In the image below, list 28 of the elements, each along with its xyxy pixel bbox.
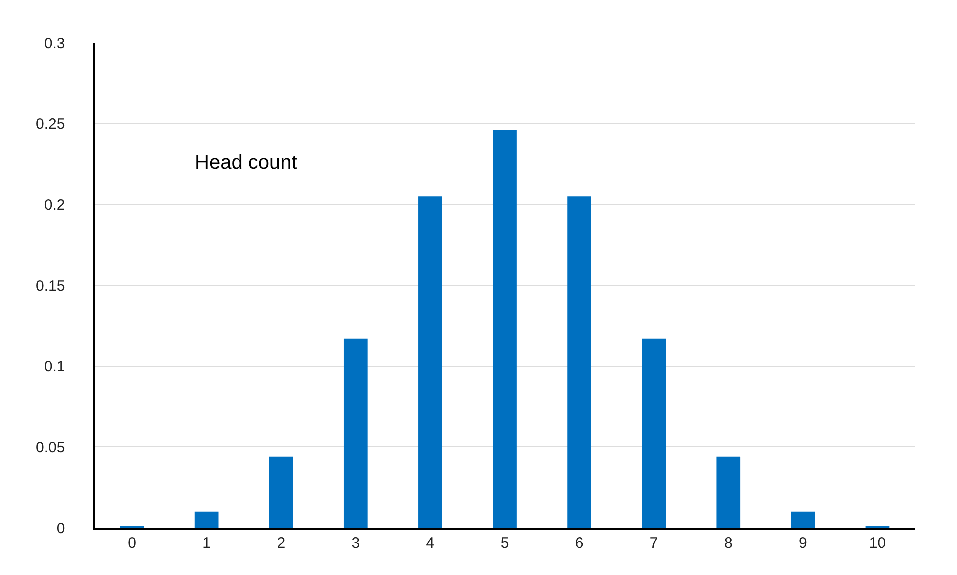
y-tick-label: 0.3 [44, 35, 66, 52]
bar [568, 196, 592, 528]
y-tick-label: 0.05 [36, 439, 66, 456]
bar [418, 196, 442, 528]
x-tick-label: 2 [277, 534, 286, 552]
x-tick-label: 3 [352, 534, 360, 552]
x-tick-label: 8 [724, 534, 733, 552]
x-tick-label: 7 [650, 534, 658, 552]
x-tick-label: 9 [799, 534, 808, 552]
x-tick-label: 1 [202, 534, 211, 552]
x-tick-label: 5 [500, 534, 510, 552]
x-tick-label: 10 [869, 534, 886, 552]
text: Head count [195, 152, 298, 174]
y-tick-label: 0.2 [44, 196, 66, 214]
bar [493, 130, 517, 528]
x-tick-label: 4 [426, 534, 435, 552]
bar [791, 512, 816, 528]
y-tick-label: 0.25 [36, 116, 66, 134]
bar [194, 512, 219, 528]
y-tick-label: 0.15 [36, 278, 66, 295]
bar [269, 456, 294, 528]
bar [716, 456, 741, 528]
bar [344, 338, 368, 528]
bar [642, 338, 666, 528]
y-tick-label: 0 [56, 520, 66, 538]
x-tick-label: 6 [575, 534, 584, 552]
y-tick-label: 0.1 [44, 358, 66, 376]
x-tick-label: 0 [128, 534, 136, 552]
